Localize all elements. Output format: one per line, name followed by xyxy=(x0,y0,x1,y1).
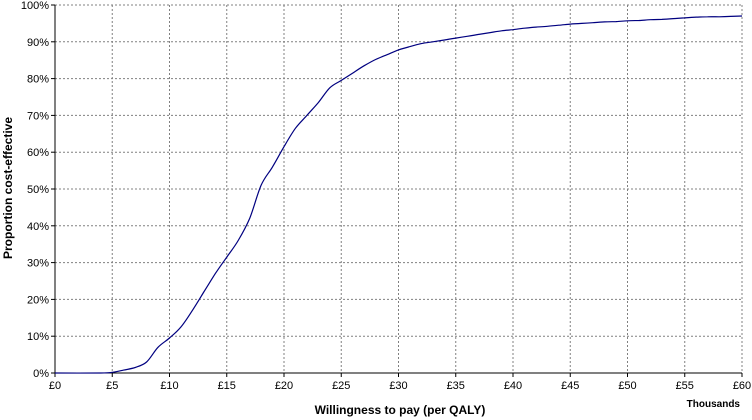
x-tick-label: £45 xyxy=(561,380,579,392)
y-tick-labels: 0% 10% 20% 30% 40% 50% 60% 70% 80% 90% 100% xyxy=(21,0,49,380)
x-tick-label: £50 xyxy=(618,380,636,392)
x-tick-label: £35 xyxy=(447,380,465,392)
y-tick-label: 20% xyxy=(27,294,49,306)
x-tick-label: £5 xyxy=(106,380,118,392)
x-tick-labels: £0 £5 £10 £15 £20 £25 £30 £35 £40 £45 £50 £55 £60 xyxy=(49,380,751,392)
x-tick-label: £60 xyxy=(733,380,751,392)
y-tick-label: 90% xyxy=(27,37,49,49)
x-tick-label: £0 xyxy=(49,380,61,392)
y-tick-label: 40% xyxy=(27,221,49,233)
y-tick-label: 10% xyxy=(27,331,49,343)
series-line xyxy=(54,15,743,374)
x-tick-label: £40 xyxy=(504,380,522,392)
gridlines xyxy=(55,4,743,373)
x-tick-label: £55 xyxy=(676,380,694,392)
y-tick-label: 50% xyxy=(27,184,49,196)
x-tick-label: £15 xyxy=(218,380,236,392)
y-tick-label: 60% xyxy=(27,147,49,159)
axes xyxy=(51,4,743,377)
x-tick-label: £30 xyxy=(389,380,407,392)
x-tick-label: £25 xyxy=(332,380,350,392)
x-tick-label: £20 xyxy=(275,380,293,392)
x-axis-units-label: Thousands xyxy=(687,399,741,410)
y-axis-label: Proportion cost-effective xyxy=(1,117,15,259)
y-tick-label: 100% xyxy=(21,0,49,12)
y-tick-label: 80% xyxy=(27,74,49,86)
y-tick-label: 70% xyxy=(27,110,49,122)
x-tick-label: £10 xyxy=(160,380,178,392)
y-tick-label: 30% xyxy=(27,258,49,270)
x-axis-label: Willingness to pay (per QALY) xyxy=(315,403,486,417)
series-group xyxy=(54,15,743,374)
y-tick-label: 0% xyxy=(33,368,49,380)
